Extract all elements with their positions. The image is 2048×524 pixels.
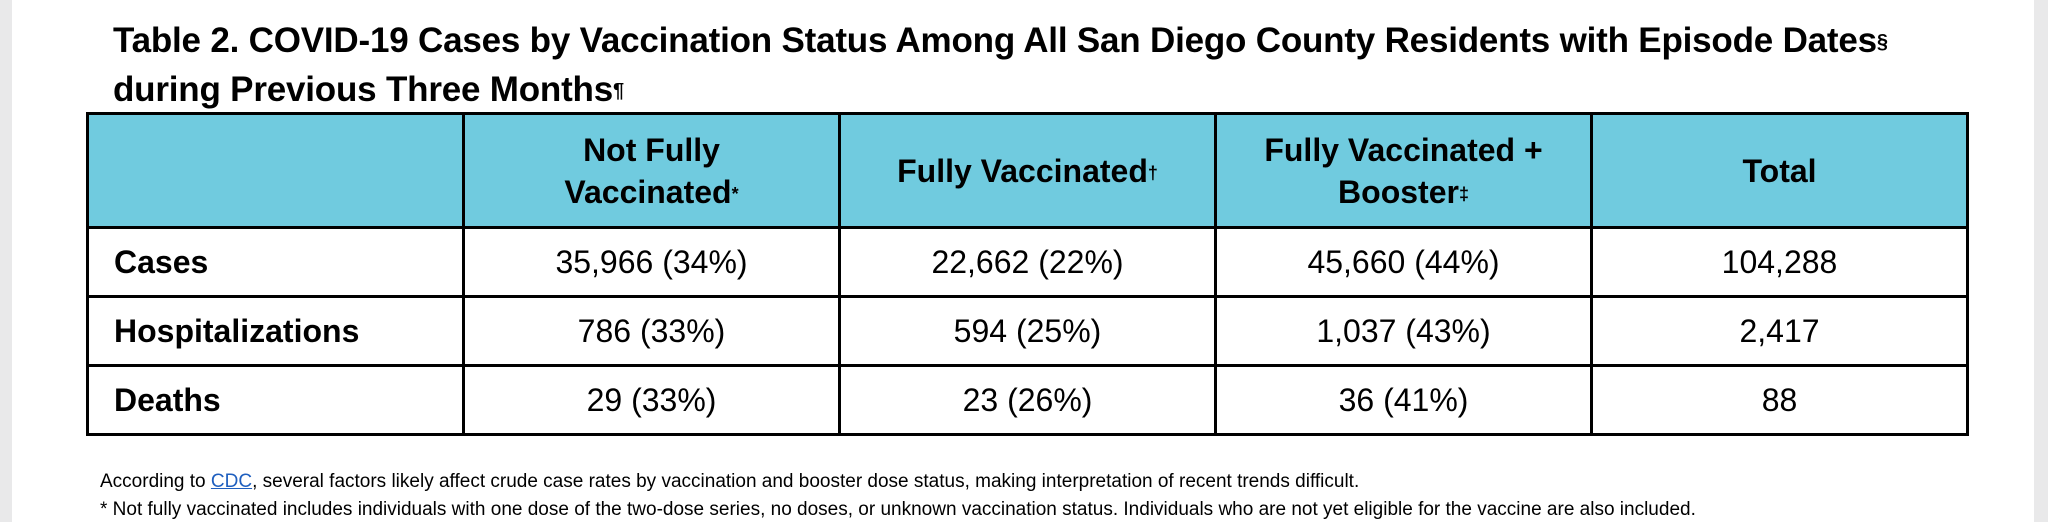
table-cell: 88 bbox=[1590, 364, 1969, 436]
footnote-cdc: According to CDC, several factors likely… bbox=[100, 471, 1360, 492]
table-row: Cases 35,966 (34%) 22,662 (22%) 45,660 (… bbox=[86, 226, 1969, 298]
table-cell: 1,037 (43%) bbox=[1214, 295, 1593, 367]
cdc-link[interactable]: CDC bbox=[210, 471, 253, 492]
table-row: Hospitalizations 786 (33%) 594 (25%) 1,0… bbox=[86, 295, 1969, 367]
table-title: Table 2. COVID-19 Cases by Vaccination S… bbox=[113, 16, 1973, 114]
vaccination-status-table: Not Fully Vaccinated* Fully Vaccinated† … bbox=[86, 112, 1969, 436]
table-cell: 36 (41%) bbox=[1214, 364, 1593, 436]
title-line-1: Table 2. COVID-19 Cases by Vaccination S… bbox=[113, 21, 1888, 60]
header-not-fully-vaccinated: Not Fully Vaccinated* bbox=[462, 112, 841, 229]
title-line-2: during Previous Three Months¶ bbox=[113, 70, 624, 109]
pilcrow-footnote-mark: ¶ bbox=[613, 80, 624, 102]
header-empty bbox=[86, 112, 465, 229]
table-row: Deaths 29 (33%) 23 (26%) 36 (41%) 88 bbox=[86, 364, 1969, 436]
table-cell: 786 (33%) bbox=[462, 295, 841, 367]
table-cell: 2,417 bbox=[1590, 295, 1969, 367]
footnotes: According to CDC, several factors likely… bbox=[100, 468, 2000, 524]
table-cell: 22,662 (22%) bbox=[838, 226, 1217, 298]
table-header-row: Not Fully Vaccinated* Fully Vaccinated† … bbox=[86, 112, 1969, 229]
table-cell: 104,288 bbox=[1590, 226, 1969, 298]
header-fully-vaccinated: Fully Vaccinated† bbox=[838, 112, 1217, 229]
header-total: Total bbox=[1590, 112, 1969, 229]
table-cell: 35,966 (34%) bbox=[462, 226, 841, 298]
right-margin-bar bbox=[2034, 0, 2048, 522]
table-cell: 594 (25%) bbox=[838, 295, 1217, 367]
table-cell: 23 (26%) bbox=[838, 364, 1217, 436]
left-margin-bar bbox=[0, 0, 12, 522]
row-label-deaths: Deaths bbox=[86, 364, 465, 436]
header-fully-vaccinated-booster: Fully Vaccinated + Booster‡ bbox=[1214, 112, 1593, 229]
row-label-cases: Cases bbox=[86, 226, 465, 298]
footnote-not-fully-vaccinated: * Not fully vaccinated includes individu… bbox=[100, 499, 1696, 520]
row-label-hospitalizations: Hospitalizations bbox=[86, 295, 465, 367]
section-footnote-mark: § bbox=[1876, 31, 1888, 53]
table-cell: 45,660 (44%) bbox=[1214, 226, 1593, 298]
table-cell: 29 (33%) bbox=[462, 364, 841, 436]
